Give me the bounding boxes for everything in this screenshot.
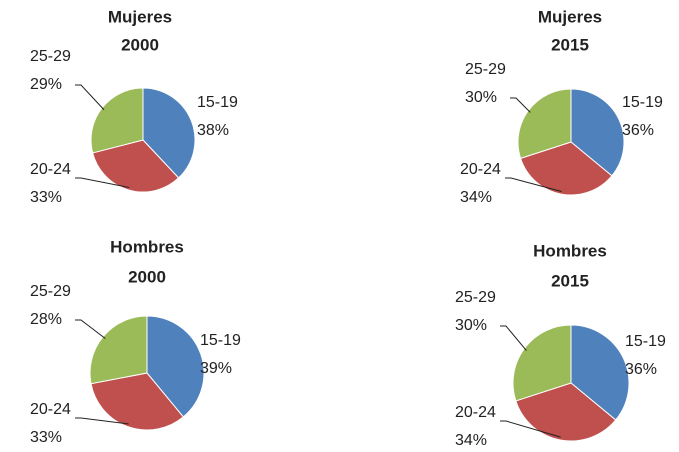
leader-line xyxy=(510,97,531,113)
pie-slice xyxy=(142,87,196,179)
value-label: 38% xyxy=(197,122,229,139)
leader-line xyxy=(75,84,105,111)
chart-title: 2000 xyxy=(128,267,166,286)
value-label: 39% xyxy=(200,360,232,377)
category-label: 20-24 xyxy=(30,161,71,178)
value-label: 30% xyxy=(465,89,497,106)
value-label: 34% xyxy=(455,432,487,449)
pie-slice xyxy=(89,315,148,385)
pie-slice xyxy=(570,324,630,421)
value-label: 33% xyxy=(30,189,62,206)
pie-slice xyxy=(92,139,180,193)
leader-line xyxy=(75,319,106,339)
chart-title: Hombres xyxy=(533,241,607,260)
category-label: 15-19 xyxy=(197,94,238,111)
chart-title: 2015 xyxy=(551,271,589,290)
value-label: 36% xyxy=(622,122,654,139)
category-label: 20-24 xyxy=(30,401,71,418)
category-label: 15-19 xyxy=(625,333,666,350)
pie-slice xyxy=(570,88,625,177)
pie-slice xyxy=(512,324,572,402)
value-label: 33% xyxy=(30,429,62,446)
category-label: 20-24 xyxy=(455,404,496,421)
chart-title: 2000 xyxy=(121,35,159,54)
leader-line xyxy=(500,325,527,351)
category-label: 20-24 xyxy=(460,161,501,178)
pie-slice xyxy=(519,141,613,196)
pie-slice xyxy=(515,382,617,442)
category-label: 15-19 xyxy=(200,332,241,349)
value-label: 34% xyxy=(460,189,492,206)
category-label: 25-29 xyxy=(465,61,506,78)
category-label: 25-29 xyxy=(30,283,71,300)
leader-line xyxy=(75,177,130,188)
chart-title: 2015 xyxy=(551,35,589,54)
pie-slice xyxy=(146,315,205,418)
category-label: 25-29 xyxy=(30,48,71,65)
chart-title: Mujeres xyxy=(538,7,602,26)
leader-line xyxy=(75,417,129,425)
value-label: 36% xyxy=(625,361,657,378)
value-label: 30% xyxy=(455,317,487,334)
leader-line xyxy=(500,420,561,438)
category-label: 15-19 xyxy=(622,94,663,111)
chart-title: Mujeres xyxy=(108,7,172,26)
chart-title: Hombres xyxy=(110,237,184,256)
pie-slice xyxy=(90,372,185,431)
category-label: 25-29 xyxy=(455,289,496,306)
value-label: 28% xyxy=(30,311,62,328)
value-label: 29% xyxy=(30,76,62,93)
leader-line xyxy=(505,177,562,192)
